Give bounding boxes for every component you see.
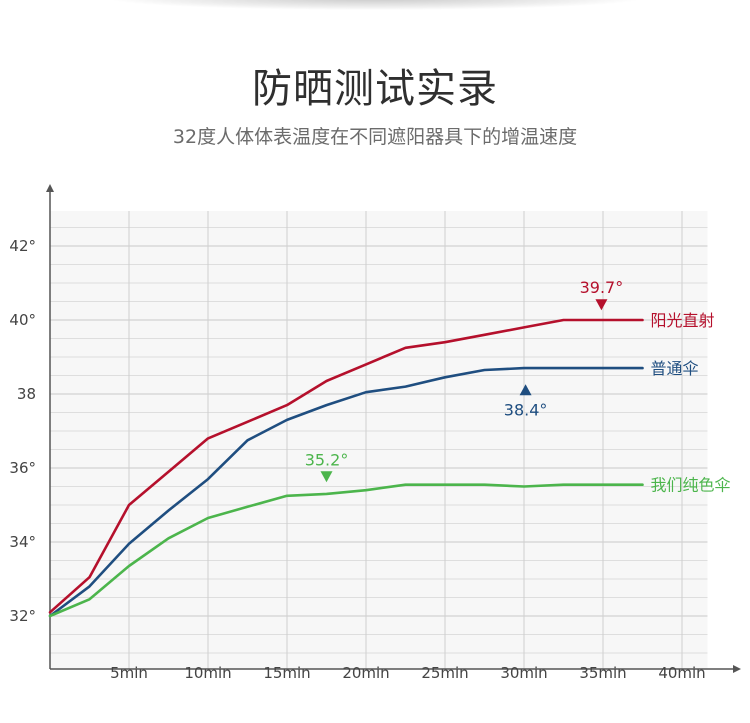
x-tick-label: 20min xyxy=(342,664,389,682)
annotation-label: 35.2° xyxy=(305,450,349,469)
y-tick-label: 32° xyxy=(9,607,36,625)
y-axis-arrow xyxy=(46,184,54,192)
y-tick-label: 36° xyxy=(9,459,36,477)
annotation-marker xyxy=(320,471,333,483)
annotation-label: 39.7° xyxy=(580,278,624,297)
annotation-label: 38.4° xyxy=(504,400,548,419)
page-subtitle: 32度人体体表温度在不同遮阳器具下的增温速度 xyxy=(172,126,578,148)
top-shadow-decoration xyxy=(110,0,640,10)
x-tick-label: 10min xyxy=(184,664,231,682)
y-tick-label: 42° xyxy=(9,237,36,255)
series-line xyxy=(48,483,644,618)
axis-layer: 32° 34° 36° 38 40° 42° 5min 10min 15min 20min 25mi… xyxy=(9,184,741,682)
x-tick-label: 15min xyxy=(263,664,310,682)
annotation-layer: 39.7° 38.4° 35.2° xyxy=(305,278,624,483)
y-tick-label: 34° xyxy=(9,533,36,551)
annotation-marker xyxy=(519,384,532,396)
series-line xyxy=(48,318,644,614)
x-tick-label: 40min xyxy=(658,664,705,682)
y-tick-label: 40° xyxy=(9,311,36,329)
plot-background xyxy=(50,211,708,669)
series-label: 阳光直射 xyxy=(651,311,715,330)
y-tick-label: 38 xyxy=(17,385,36,403)
page-title: 防晒测试实录 xyxy=(252,66,498,112)
grid-layer xyxy=(50,211,708,669)
x-tick-label: 25min xyxy=(421,664,468,682)
series-label: 普通伞 xyxy=(651,359,699,378)
x-tick-label: 35min xyxy=(579,664,626,682)
series-line xyxy=(48,366,644,618)
x-axis-arrow xyxy=(733,665,741,673)
series-label: 我们纯色伞 xyxy=(651,476,731,495)
x-tick-label: 30min xyxy=(500,664,547,682)
annotation-marker xyxy=(595,299,608,311)
x-tick-label: 5min xyxy=(110,664,148,682)
